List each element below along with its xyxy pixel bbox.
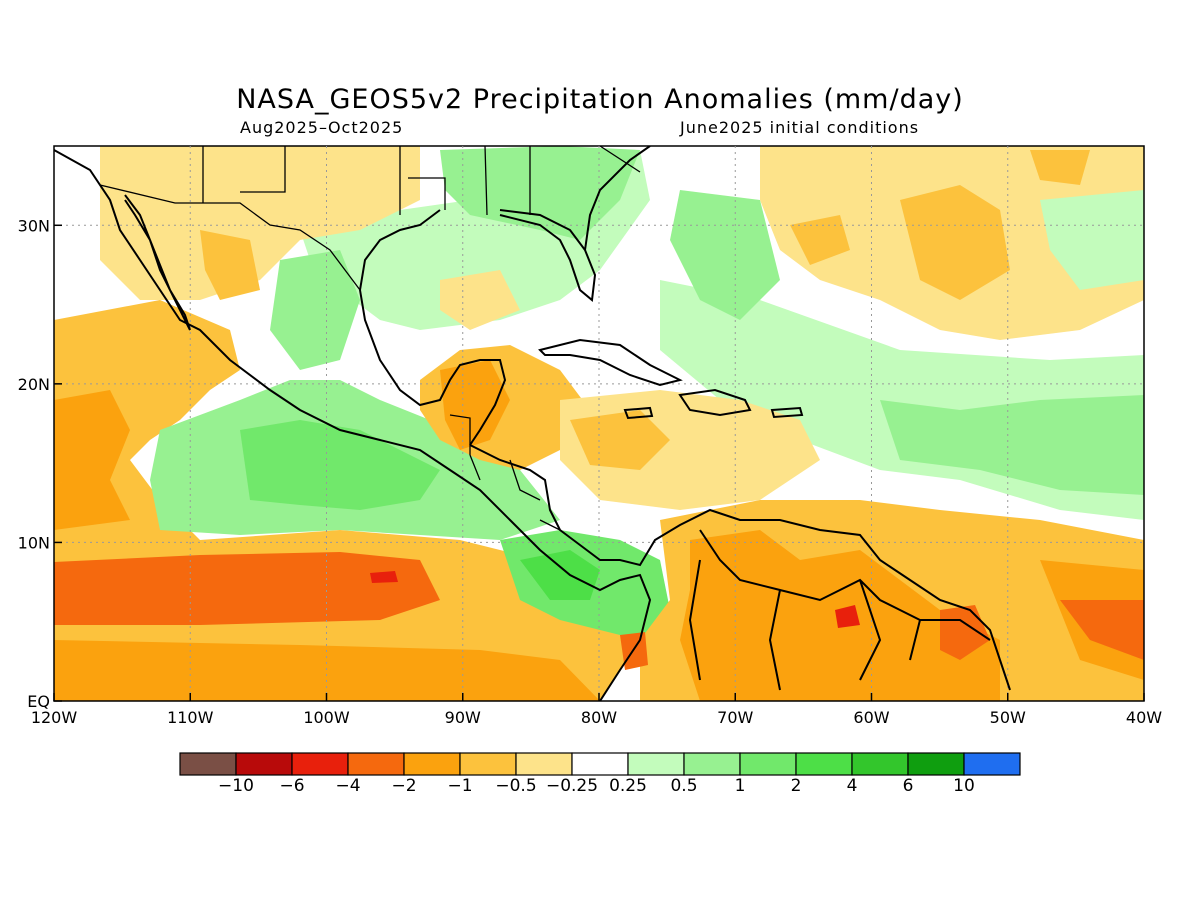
caribbean-dry-inner [570,410,670,470]
legend-swatch [459,752,517,776]
us-atlantic-coast [584,146,651,251]
us-state-lines [202,145,641,216]
y-tick-label: EQ [27,692,50,711]
mexico-north-dry-inner [200,230,260,300]
legend-swatch [291,752,349,776]
venezuela-dry-core [835,605,860,628]
season-subtitle: Aug2025–Oct2025 [240,118,404,137]
legend-label: −4 [335,776,361,796]
x-tick-label: 120W [31,708,78,727]
legend-swatch [403,752,461,776]
axes: 120W 110W 100W 90W 80W 70W 60W 50W 40W EQ 10N 20N 30… [18,216,1163,727]
legend-swatch [963,752,1021,776]
east-atlantic-green-north [1040,190,1144,290]
initial-conditions-subtitle: June2025 initial conditions [680,118,920,137]
venezuela-guianas-borders [688,529,991,691]
legend-label: 6 [902,776,914,796]
mexico-pacific-coastline [54,149,652,701]
jamaica [623,406,654,420]
pacific-itcz-core [370,571,398,583]
legend-label: −6 [279,776,305,796]
gulf-coast [358,209,507,446]
legend-label: −0.25 [545,776,599,796]
pacific-itcz-dry-band [54,552,440,625]
hispaniola [678,388,752,417]
yucatan-dry-inner [440,360,510,450]
y-tick-label: 20N [18,375,50,394]
puerto-rico [770,406,804,419]
florida [499,209,597,302]
mexico-north-dry [100,146,420,300]
map-title: NASA_GEOS5v2 Precipitation Anomalies (mm… [236,84,964,115]
west-atlantic-green [670,190,780,320]
mexico-interior-wet [270,250,360,370]
political-borders [99,145,641,531]
legend-label: −0.5 [495,776,537,796]
legend-swatch [795,752,853,776]
x-tick-label: 80W [581,708,617,727]
y-tick-label: 10N [18,533,50,552]
x-tick-label: 110W [167,708,214,727]
legend-label: −2 [391,776,417,796]
legend-swatch [179,752,237,776]
legend-label: 0.5 [670,776,698,796]
legend-swatch [683,752,741,776]
east-pacific-dry-inner [54,390,130,530]
subtropical-atlantic-dry-inner-2 [790,215,850,265]
legend-swatch [739,752,797,776]
subtropical-atlantic-dry-inner [900,185,1010,300]
central-america-caribbean-coast [469,444,1011,691]
x-tick-label: 40W [1126,708,1162,727]
panama-colombia-wet-inner [520,550,600,600]
legend-label: 1 [734,776,746,796]
color-legend [179,752,1021,776]
subtropical-atlantic-dry-inner-3 [1030,150,1090,185]
x-tick-label: 70W [717,708,753,727]
legend-swatch [515,752,573,776]
legend-label: −10 [218,776,254,796]
tropical-atlantic-dry-core [1060,600,1144,660]
legend-label: 4 [846,776,858,796]
gulf-dry-patch [440,270,520,330]
x-tick-label: 50W [990,708,1026,727]
x-tick-label: 100W [303,708,350,727]
anomaly-field [54,146,1144,701]
legend-label: 2 [790,776,802,796]
legend-swatch [907,752,965,776]
y-tick-label: 30N [18,216,50,235]
legend-swatch [851,752,909,776]
mexico-pacific-coast-wet-inner [240,420,440,510]
x-tick-label: 90W [445,708,481,727]
legend-label: 0.25 [609,776,647,796]
legend-label: 10 [953,776,975,796]
baja-california [124,194,191,331]
legend-swatch [347,752,405,776]
x-tick-label: 60W [853,708,889,727]
legend-swatch [571,752,629,776]
legend-swatch [235,752,293,776]
legend-swatch [627,752,685,776]
tropical-atlantic-wet-band-inner [880,395,1144,495]
pacific-dry-south [54,640,600,701]
legend-label: −1 [447,776,473,796]
central-america-borders [449,414,561,531]
coastlines [54,146,1011,701]
us-mexico-border [99,184,361,291]
cuba [538,338,683,387]
